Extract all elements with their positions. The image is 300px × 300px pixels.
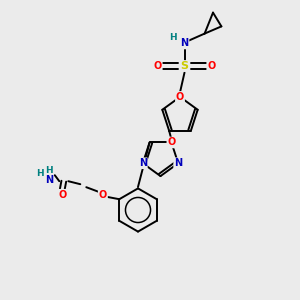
Text: O: O [176, 92, 184, 102]
Text: H: H [45, 166, 52, 175]
Text: N: N [45, 175, 53, 185]
Text: N: N [174, 158, 182, 168]
Text: O: O [167, 137, 175, 148]
Text: H: H [169, 33, 176, 42]
Text: N: N [139, 158, 147, 168]
Text: O: O [153, 61, 162, 71]
Text: O: O [207, 61, 216, 71]
Text: N: N [180, 38, 189, 49]
Text: O: O [58, 190, 66, 200]
Text: S: S [181, 61, 188, 71]
Text: O: O [99, 190, 107, 200]
Text: H: H [36, 169, 44, 178]
